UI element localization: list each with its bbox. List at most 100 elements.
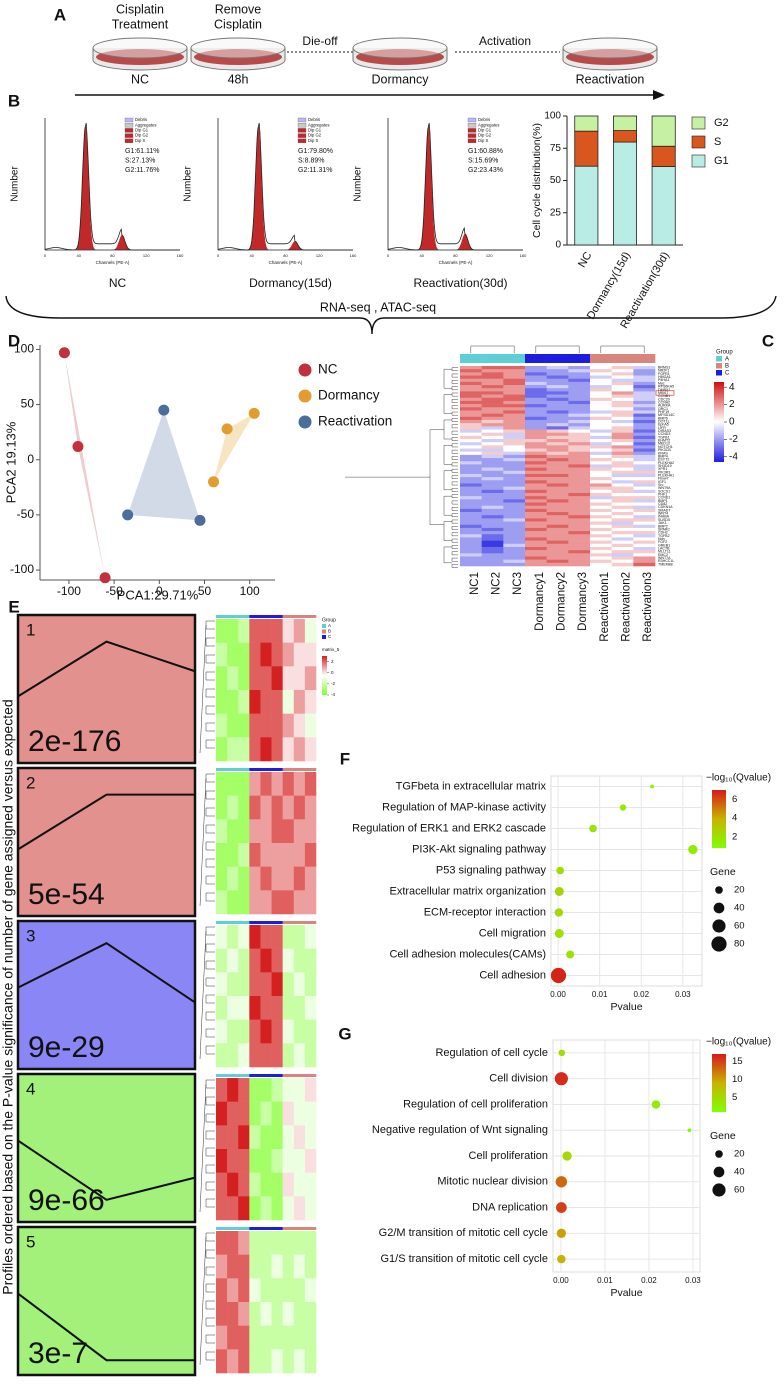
row-label: MKI67	[658, 391, 668, 395]
heat-cell	[633, 540, 656, 545]
heat-cell	[460, 534, 482, 538]
size-legend-marker	[713, 902, 725, 914]
heat-cell	[481, 473, 504, 478]
legend-swatch	[716, 363, 722, 369]
heat-cell	[568, 366, 591, 370]
heat-cell	[611, 464, 634, 468]
heat-cell	[525, 537, 547, 541]
heat-cell	[503, 388, 526, 392]
heat-cell	[481, 419, 504, 424]
heat-cell	[481, 385, 504, 389]
heat-cell	[249, 1149, 261, 1173]
heat-cell	[525, 496, 547, 500]
heat-cell	[503, 404, 526, 408]
row-label: BMP2	[658, 524, 668, 528]
heat-cell	[611, 407, 634, 411]
heat-cell	[282, 843, 295, 867]
heat-cell	[271, 737, 283, 762]
heat-cell	[590, 378, 612, 383]
heat-cell	[227, 1349, 239, 1374]
stat-label: G2:11.31%	[298, 167, 333, 174]
legend-swatch	[297, 138, 307, 143]
legend-title: Group	[716, 350, 733, 356]
profile-pvalue: 9e-29	[28, 1031, 105, 1064]
dendrogram	[205, 1130, 215, 1140]
heat-cell	[460, 537, 482, 541]
heat-cell	[503, 562, 526, 567]
heat-cell	[525, 369, 547, 373]
x-tick-label: 80	[453, 253, 458, 258]
heat-cell	[481, 432, 504, 437]
heat-cell	[568, 464, 591, 468]
dendrogram	[443, 419, 452, 440]
heat-cell	[546, 429, 569, 433]
heat-cell	[568, 492, 591, 497]
heat-cell	[568, 559, 591, 564]
panel-label: B	[8, 91, 20, 110]
heat-cell	[503, 451, 526, 456]
dish-rim	[562, 37, 658, 59]
heat-cell	[271, 642, 283, 667]
y-tick-label: 25	[550, 207, 562, 218]
x-tick-label: 0	[156, 584, 163, 598]
step-label: Cisplatin	[214, 17, 262, 31]
heat-cell	[590, 385, 612, 389]
dendrogram	[451, 507, 458, 511]
legend-swatch	[124, 117, 134, 123]
profile-id: 1	[26, 620, 35, 639]
heat-cell	[503, 461, 526, 465]
group-bar	[304, 1227, 317, 1230]
heat-cell	[503, 448, 526, 453]
dish-rim	[352, 37, 448, 59]
heat-cell	[633, 515, 656, 519]
dendrogram	[443, 470, 452, 491]
heat-cell	[481, 496, 504, 500]
row-label: CDKN1A	[658, 505, 673, 509]
heat-cell	[590, 454, 612, 459]
row-label: EHMT2	[658, 439, 670, 443]
x-axis-label: Pvalue	[610, 1287, 642, 1299]
dendrogram	[205, 858, 215, 868]
heat-cell	[249, 948, 261, 973]
colorbar-label: -2	[331, 681, 335, 686]
x-axis-label: Channels (PE-A)	[96, 260, 130, 265]
heat-cell	[481, 442, 504, 446]
heat-cell	[546, 416, 569, 421]
heat-cell	[546, 464, 569, 468]
heat-cell	[568, 477, 591, 481]
heat-cell	[304, 1149, 317, 1173]
heat-cell	[611, 534, 634, 538]
heat-cell	[590, 540, 612, 545]
heat-cell	[481, 413, 504, 418]
legend-swatch	[691, 116, 706, 130]
heat-cell	[249, 737, 261, 762]
heat-cell	[633, 521, 656, 526]
heat-cell	[611, 448, 634, 453]
heat-cell	[611, 521, 634, 526]
heat-cell	[590, 553, 612, 557]
heat-cell	[304, 819, 317, 844]
row-label: EMC2	[658, 553, 668, 557]
heat-cell	[546, 394, 569, 399]
heat-cell	[293, 1302, 306, 1326]
legend-label: Aggregates	[135, 122, 156, 127]
legend-label: C	[725, 371, 730, 377]
heat-cell	[590, 496, 612, 500]
heat-cell	[460, 502, 482, 506]
heat-cell	[546, 375, 569, 379]
heat-cell	[503, 473, 526, 478]
heat-cell	[590, 518, 612, 522]
heat-cell	[525, 410, 547, 414]
heat-cell	[611, 524, 634, 529]
dendrogram	[451, 494, 458, 498]
heat-cell	[260, 1043, 272, 1068]
heat-cell	[525, 464, 547, 468]
heat-cell	[271, 972, 283, 997]
heat-cell	[271, 1349, 283, 1374]
heat-cell	[227, 1019, 239, 1044]
heat-cell	[590, 508, 612, 513]
dendrogram	[429, 429, 444, 525]
heat-cell	[633, 394, 656, 399]
heat-cell	[293, 866, 306, 891]
heat-cell	[460, 435, 482, 440]
